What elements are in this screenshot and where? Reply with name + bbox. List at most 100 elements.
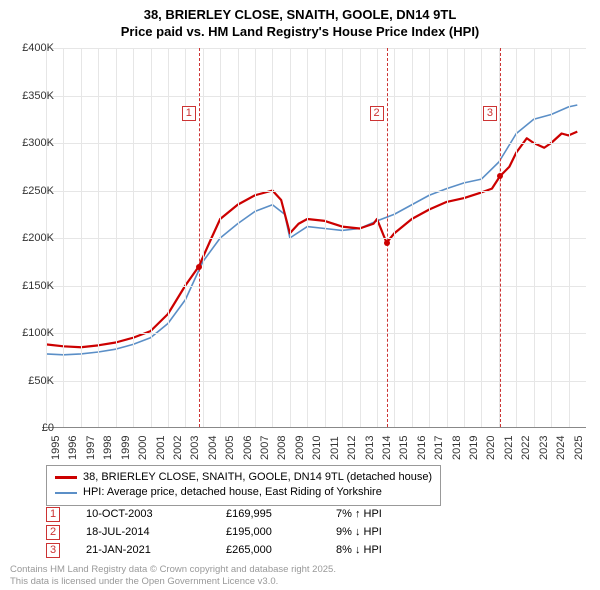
x-axis-tick-label: 2019: [468, 436, 480, 460]
sale-dot: [196, 264, 202, 270]
gridline-vertical: [429, 48, 430, 427]
sale-row-badge: 1: [46, 507, 60, 522]
gridline-horizontal: [46, 191, 586, 192]
gridline-vertical: [464, 48, 465, 427]
gridline-vertical: [342, 48, 343, 427]
y-axis-tick-label: £350K: [22, 90, 54, 102]
sale-row-badge: 3: [46, 543, 60, 558]
x-axis-tick-label: 1997: [85, 436, 97, 460]
gridline-vertical: [569, 48, 570, 427]
x-axis-tick-label: 2009: [294, 436, 306, 460]
gridline-vertical: [360, 48, 361, 427]
x-axis-tick-label: 2013: [364, 436, 376, 460]
x-axis-tick-label: 1996: [67, 436, 79, 460]
sale-row-diff: 7% ↑ HPI: [336, 508, 416, 520]
chart-container: 38, BRIERLEY CLOSE, SNAITH, GOOLE, DN14 …: [0, 0, 600, 590]
gridline-vertical: [516, 48, 517, 427]
x-axis-tick-label: 2006: [242, 436, 254, 460]
x-axis-tick-label: 2002: [172, 436, 184, 460]
legend-label: 38, BRIERLEY CLOSE, SNAITH, GOOLE, DN14 …: [83, 470, 432, 485]
x-axis-tick-label: 2022: [520, 436, 532, 460]
sale-row-price: £195,000: [226, 526, 336, 538]
gridline-vertical: [168, 48, 169, 427]
chart-title-line1: 38, BRIERLEY CLOSE, SNAITH, GOOLE, DN14 …: [0, 0, 600, 24]
x-axis-tick-label: 2014: [381, 436, 393, 460]
x-axis-tick-label: 2008: [276, 436, 288, 460]
x-axis-tick-label: 2016: [416, 436, 428, 460]
attribution-text: Contains HM Land Registry data © Crown c…: [10, 564, 336, 588]
gridline-vertical: [481, 48, 482, 427]
sales-table-row: 321-JAN-2021£265,0008% ↓ HPI: [46, 541, 416, 559]
sale-marker-line: [500, 48, 501, 427]
legend-swatch: [55, 476, 77, 479]
sales-table: 1 10-OCT-2003£169,9957% ↑ HPI 2 18-JUL-2014…: [46, 505, 416, 559]
gridline-vertical: [238, 48, 239, 427]
sale-row-price: £265,000: [226, 544, 336, 556]
x-axis-tick-label: 1995: [50, 436, 62, 460]
gridline-horizontal: [46, 96, 586, 97]
x-axis-tick-label: 2010: [311, 436, 323, 460]
sale-marker-badge: 2: [370, 106, 384, 121]
gridline-vertical: [63, 48, 64, 427]
gridline-vertical: [377, 48, 378, 427]
gridline-horizontal: [46, 238, 586, 239]
sale-row-badge: 2: [46, 525, 60, 540]
attribution-line: Contains HM Land Registry data © Crown c…: [10, 564, 336, 576]
gridline-horizontal: [46, 286, 586, 287]
sales-table-row: 1 10-OCT-2003£169,9957% ↑ HPI: [46, 505, 416, 523]
y-axis-tick-label: £250K: [22, 185, 54, 197]
attribution-line: This data is licensed under the Open Gov…: [10, 576, 336, 588]
sale-row-price: £169,995: [226, 508, 336, 520]
gridline-horizontal: [46, 48, 586, 49]
gridline-vertical: [116, 48, 117, 427]
y-axis-tick-label: £150K: [22, 280, 54, 292]
x-axis-tick-label: 2000: [137, 436, 149, 460]
x-axis-tick-label: 1999: [120, 436, 132, 460]
gridline-vertical: [290, 48, 291, 427]
y-axis-tick-label: £200K: [22, 232, 54, 244]
sale-marker-badge: 3: [483, 106, 497, 121]
sale-row-date: 10-OCT-2003: [86, 508, 226, 520]
gridline-vertical: [98, 48, 99, 427]
y-axis-tick-label: £300K: [22, 137, 54, 149]
gridline-vertical: [412, 48, 413, 427]
gridline-horizontal: [46, 333, 586, 334]
gridline-vertical: [151, 48, 152, 427]
sales-table-row: 2 18-JUL-2014£195,0009% ↓ HPI: [46, 523, 416, 541]
gridline-vertical: [307, 48, 308, 427]
x-axis-tick-label: 2023: [538, 436, 550, 460]
gridline-vertical: [133, 48, 134, 427]
gridline-vertical: [325, 48, 326, 427]
gridline-horizontal: [46, 381, 586, 382]
x-axis-tick-label: 2012: [346, 436, 358, 460]
gridline-vertical: [534, 48, 535, 427]
legend-row: HPI: Average price, detached house, East…: [55, 485, 432, 500]
y-axis-tick-label: £400K: [22, 42, 54, 54]
sale-row-date: 21-JAN-2021: [86, 544, 226, 556]
sale-marker-badge: 1: [182, 106, 196, 121]
legend-row: 38, BRIERLEY CLOSE, SNAITH, GOOLE, DN14 …: [55, 470, 432, 485]
x-axis-tick-label: 2004: [207, 436, 219, 460]
x-axis-tick-label: 2020: [485, 436, 497, 460]
sale-marker-line: [199, 48, 200, 427]
sale-dot: [384, 240, 390, 246]
x-axis-tick-label: 2018: [451, 436, 463, 460]
plot-area: 1 2 3: [46, 48, 586, 428]
gridline-vertical: [81, 48, 82, 427]
x-axis-tick-label: 2025: [573, 436, 585, 460]
x-axis-tick-label: 2017: [433, 436, 445, 460]
sale-marker-line: [387, 48, 388, 427]
x-axis-tick-label: 2005: [224, 436, 236, 460]
y-axis-tick-label: £100K: [22, 327, 54, 339]
gridline-horizontal: [46, 143, 586, 144]
x-axis-tick-label: 2003: [189, 436, 201, 460]
sale-dot: [497, 173, 503, 179]
x-axis-tick-label: 2007: [259, 436, 271, 460]
sale-row-diff: 9% ↓ HPI: [336, 526, 416, 538]
legend-label: HPI: Average price, detached house, East…: [83, 485, 382, 500]
chart-title-line2: Price paid vs. HM Land Registry's House …: [0, 24, 600, 43]
sale-row-date: 18-JUL-2014: [86, 526, 226, 538]
gridline-vertical: [255, 48, 256, 427]
gridline-vertical: [272, 48, 273, 427]
gridline-vertical: [394, 48, 395, 427]
